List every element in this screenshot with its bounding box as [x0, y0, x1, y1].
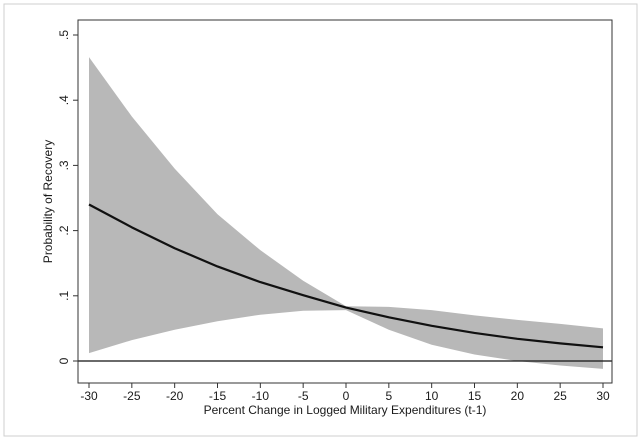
- x-tick-label: 20: [511, 389, 525, 403]
- x-tick-label: 25: [553, 389, 567, 403]
- y-axis-label: Probability of Recovery: [41, 140, 55, 263]
- x-tick-label: 10: [425, 389, 439, 403]
- y-tick-label: .2: [57, 225, 71, 235]
- x-axis-label: Percent Change in Logged Military Expend…: [204, 403, 487, 417]
- x-tick-label: 15: [468, 389, 482, 403]
- y-tick-label: .4: [57, 95, 71, 105]
- y-tick-label: .5: [57, 30, 71, 40]
- y-axis: 0 .1 .2 .3 .4 .5: [57, 30, 78, 364]
- confidence-band-layer: [89, 57, 603, 369]
- y-tick-label: 0: [57, 357, 71, 364]
- y-tick-label: .3: [57, 160, 71, 170]
- x-tick-label: -25: [123, 389, 141, 403]
- x-tick-label: 5: [385, 389, 392, 403]
- confidence-band: [89, 57, 603, 369]
- plot-frame: [77, 19, 613, 384]
- x-axis: -30 -25 -20 -15 -10 -5 0 5 10 15 20 25 30: [80, 383, 610, 403]
- y-tick-label: .1: [57, 290, 71, 300]
- series-line-0: [88, 203, 604, 349]
- series-line-layer: [88, 203, 604, 349]
- x-tick-label: -10: [252, 389, 270, 403]
- x-tick-label: -20: [166, 389, 184, 403]
- x-tick-label: -5: [298, 389, 309, 403]
- x-tick-label: -15: [209, 389, 227, 403]
- x-tick-label: 30: [596, 389, 610, 403]
- x-tick-label: 0: [343, 389, 350, 403]
- x-tick-label: -30: [80, 389, 98, 403]
